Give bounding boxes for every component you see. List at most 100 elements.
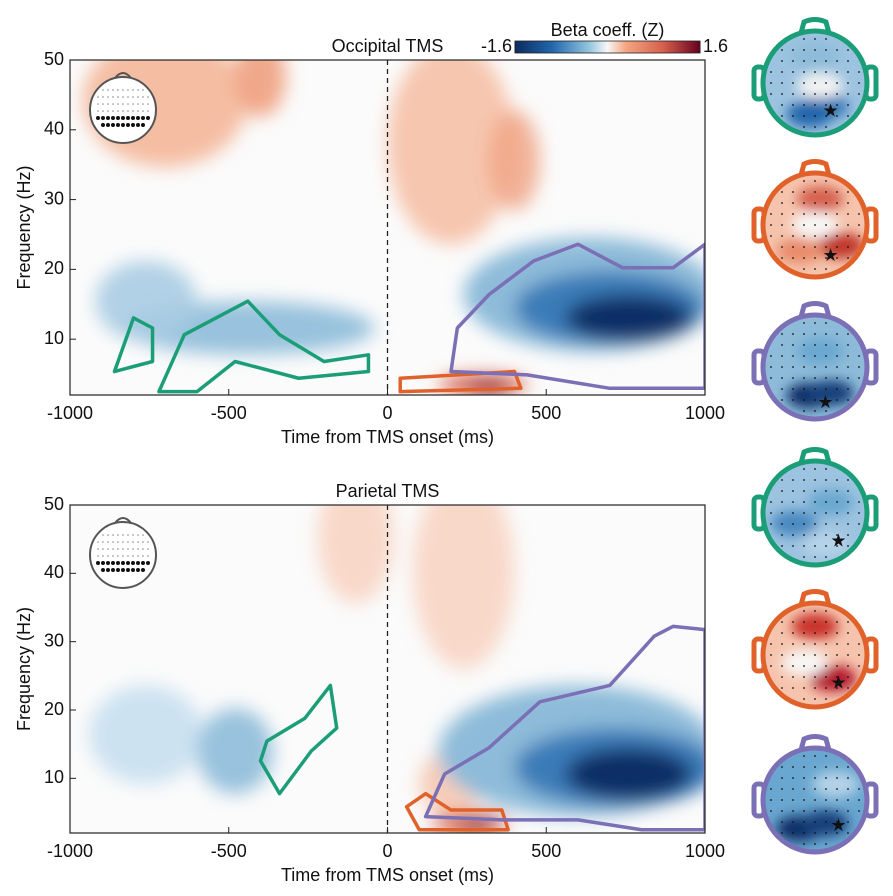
head-electrode	[770, 235, 772, 237]
inset-electrode	[112, 96, 114, 98]
head-blob	[809, 665, 857, 692]
y-tick-label: 50	[44, 494, 64, 514]
head-electrode	[847, 71, 849, 73]
head-outline	[760, 458, 870, 568]
head-electrode	[803, 104, 805, 106]
head-electrode	[814, 246, 816, 248]
inset-electrode	[147, 96, 149, 98]
head-electrode	[825, 788, 827, 790]
inset-electrode	[117, 103, 119, 105]
head-electrode	[781, 766, 783, 768]
head-blob	[791, 44, 839, 70]
inset-electrode	[132, 96, 134, 98]
head-electrode	[825, 246, 827, 248]
cluster-contour	[404, 791, 510, 832]
head-electrode	[803, 410, 805, 412]
inset-electrode	[122, 89, 124, 91]
y-axis-label: Frequency (Hz)	[14, 607, 34, 731]
inset-electrode	[111, 116, 115, 120]
head-electrode	[814, 213, 816, 215]
inset-electrode	[102, 555, 104, 557]
head-electrode	[836, 621, 838, 623]
head-electrode	[825, 832, 827, 834]
inset-electrode	[117, 89, 119, 91]
inset-electrode	[111, 123, 115, 127]
head-electrode	[825, 621, 827, 623]
head-electrode	[803, 501, 805, 503]
head-electrode	[847, 388, 849, 390]
inset-electrode	[137, 555, 139, 557]
head-electrode	[781, 104, 783, 106]
head-electrode	[858, 235, 860, 237]
head-electrode	[803, 93, 805, 95]
inset-electrode	[116, 123, 120, 127]
inset-electrode	[142, 541, 144, 543]
head-electrode	[825, 115, 827, 117]
head-outline	[760, 745, 870, 855]
head-electrode	[836, 60, 838, 62]
head-electrode	[792, 213, 794, 215]
head-electrode	[814, 410, 816, 412]
head-electrode	[847, 333, 849, 335]
inset-electrode	[102, 96, 104, 98]
head-electrode	[825, 213, 827, 215]
inset-electrode	[137, 96, 139, 98]
head-electrode	[781, 643, 783, 645]
inset-electrode	[112, 110, 114, 112]
head-electrode	[803, 268, 805, 270]
head-blob	[776, 238, 823, 264]
head-blob	[796, 186, 844, 212]
head-electrode	[792, 60, 794, 62]
head-electrode	[825, 93, 827, 95]
inset-electrode	[111, 561, 115, 565]
x-tick-label: 500	[531, 403, 561, 423]
head-electrode	[781, 191, 783, 193]
head-electrode	[792, 766, 794, 768]
head-electrode	[770, 523, 772, 525]
head-electrode	[825, 322, 827, 324]
inset-electrode	[136, 568, 140, 572]
head-electrode	[781, 388, 783, 390]
inset-electrode	[102, 89, 104, 91]
head-electrode	[814, 60, 816, 62]
head-electrode	[781, 344, 783, 346]
head-electrode	[792, 388, 794, 390]
head-electrode	[825, 355, 827, 357]
heatmap	[70, 505, 705, 833]
head-electrode	[814, 93, 816, 95]
inset-electrode	[147, 548, 149, 550]
head-electrode	[781, 82, 783, 84]
inset-electrode	[97, 548, 99, 550]
y-tick-label: 10	[44, 767, 64, 787]
inset-nose	[114, 72, 132, 79]
head-nose	[798, 589, 832, 606]
head-electrode	[847, 490, 849, 492]
head-electrode	[803, 755, 805, 757]
head-electrode	[781, 377, 783, 379]
inset-electrode	[121, 568, 125, 572]
head-electrode	[825, 468, 827, 470]
head-map	[763, 173, 867, 277]
inset-electrode	[146, 116, 150, 120]
head-electrode	[814, 832, 816, 834]
head-electrode	[814, 777, 816, 779]
head-electrode	[781, 479, 783, 481]
chart-title: Occipital TMS	[332, 36, 444, 56]
head-blobs	[770, 489, 854, 558]
head-electrode	[792, 246, 794, 248]
head-electrode	[803, 224, 805, 226]
head-electrode	[847, 766, 849, 768]
head-electrode	[803, 676, 805, 678]
inset-electrode	[107, 89, 109, 91]
head-electrode	[825, 766, 827, 768]
inset-electrode	[121, 561, 125, 565]
head-electrode	[792, 687, 794, 689]
head-electrode	[792, 534, 794, 536]
x-tick-label: 0	[382, 403, 392, 423]
head-electrode	[803, 479, 805, 481]
head-electrode	[825, 556, 827, 558]
chart-title: Parietal TMS	[336, 481, 440, 501]
head-electrode	[781, 832, 783, 834]
head-electrode	[847, 676, 849, 678]
head-electrode	[847, 104, 849, 106]
